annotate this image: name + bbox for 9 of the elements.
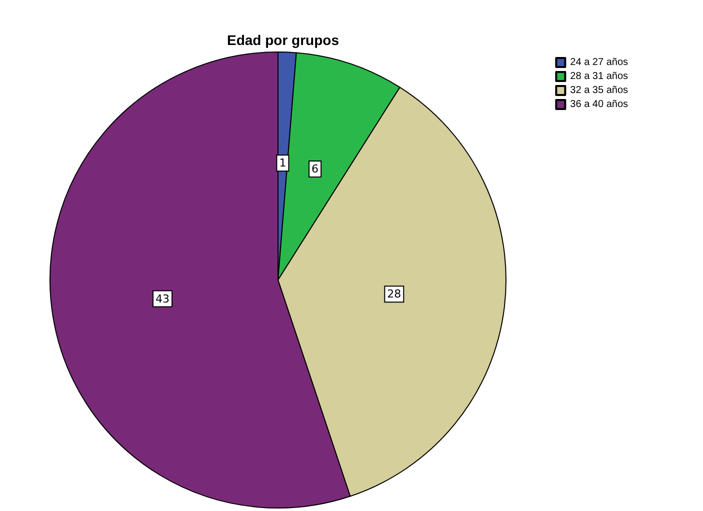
legend-label: 28 a 31 años [570,71,628,82]
data-label: 1 [279,156,286,170]
data-label: 6 [312,162,319,176]
chart-title: Edad por grupos [227,32,340,48]
data-label: 43 [156,292,170,306]
data-label: 28 [387,288,402,301]
legend-label: 32 a 35 años [570,85,628,96]
legend-label: 24 a 27 años [570,57,628,68]
legend-label: 36 a 40 años [570,99,628,110]
